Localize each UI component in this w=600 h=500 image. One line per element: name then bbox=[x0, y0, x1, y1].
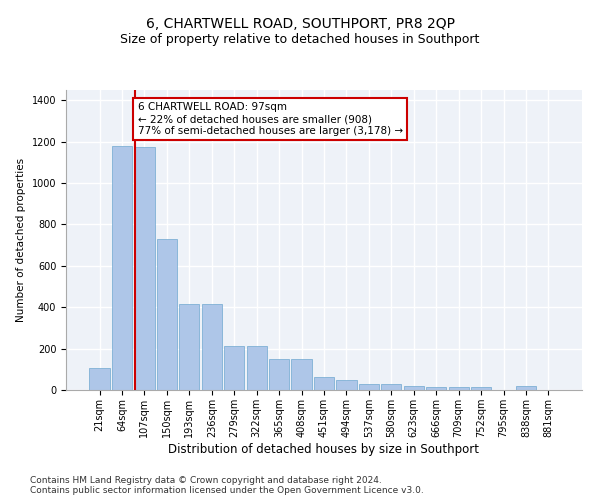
Bar bbox=[337, 380, 356, 390]
Bar bbox=[134, 147, 155, 390]
Bar bbox=[471, 387, 491, 390]
Bar bbox=[314, 376, 334, 390]
Bar bbox=[449, 387, 469, 390]
Bar bbox=[202, 304, 222, 390]
Bar bbox=[89, 368, 110, 390]
Bar bbox=[292, 359, 311, 390]
Y-axis label: Number of detached properties: Number of detached properties bbox=[16, 158, 26, 322]
Bar bbox=[157, 239, 177, 390]
Bar bbox=[426, 387, 446, 390]
X-axis label: Distribution of detached houses by size in Southport: Distribution of detached houses by size … bbox=[169, 442, 479, 456]
Bar bbox=[179, 304, 199, 390]
Bar bbox=[516, 386, 536, 390]
Bar bbox=[359, 384, 379, 390]
Bar bbox=[404, 386, 424, 390]
Text: Size of property relative to detached houses in Southport: Size of property relative to detached ho… bbox=[121, 32, 479, 46]
Bar bbox=[112, 146, 132, 390]
Text: 6 CHARTWELL ROAD: 97sqm
← 22% of detached houses are smaller (908)
77% of semi-d: 6 CHARTWELL ROAD: 97sqm ← 22% of detache… bbox=[137, 102, 403, 136]
Text: Contains HM Land Registry data © Crown copyright and database right 2024.
Contai: Contains HM Land Registry data © Crown c… bbox=[30, 476, 424, 495]
Bar bbox=[381, 384, 401, 390]
Bar bbox=[247, 346, 267, 390]
Bar bbox=[269, 359, 289, 390]
Bar bbox=[224, 346, 244, 390]
Text: 6, CHARTWELL ROAD, SOUTHPORT, PR8 2QP: 6, CHARTWELL ROAD, SOUTHPORT, PR8 2QP bbox=[146, 18, 455, 32]
